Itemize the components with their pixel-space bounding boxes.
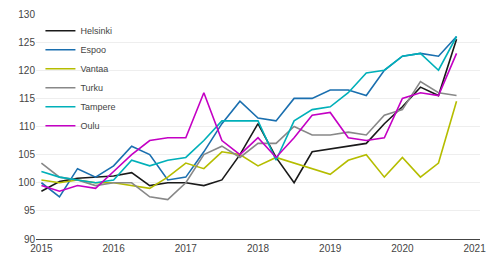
svg-text:100: 100 bbox=[18, 177, 35, 188]
svg-text:Tampere: Tampere bbox=[80, 102, 115, 112]
svg-text:120: 120 bbox=[18, 65, 35, 76]
svg-text:105: 105 bbox=[18, 149, 35, 160]
svg-text:2015: 2015 bbox=[30, 243, 53, 254]
svg-text:Oulu: Oulu bbox=[80, 121, 99, 131]
svg-text:2018: 2018 bbox=[247, 243, 270, 254]
svg-text:90: 90 bbox=[24, 234, 36, 245]
svg-text:Helsinki: Helsinki bbox=[80, 26, 112, 36]
svg-text:110: 110 bbox=[19, 121, 35, 132]
svg-text:2020: 2020 bbox=[391, 243, 414, 254]
svg-text:125: 125 bbox=[18, 37, 35, 48]
svg-text:Espoo: Espoo bbox=[80, 45, 106, 55]
svg-text:95: 95 bbox=[24, 205, 36, 216]
svg-text:115: 115 bbox=[19, 93, 35, 104]
svg-text:130: 130 bbox=[18, 9, 35, 20]
svg-text:Vantaa: Vantaa bbox=[80, 64, 108, 74]
svg-text:Turku: Turku bbox=[80, 83, 103, 93]
svg-text:2017: 2017 bbox=[175, 243, 198, 254]
svg-text:2016: 2016 bbox=[102, 243, 125, 254]
svg-text:2021: 2021 bbox=[463, 243, 486, 254]
svg-text:2019: 2019 bbox=[319, 243, 342, 254]
